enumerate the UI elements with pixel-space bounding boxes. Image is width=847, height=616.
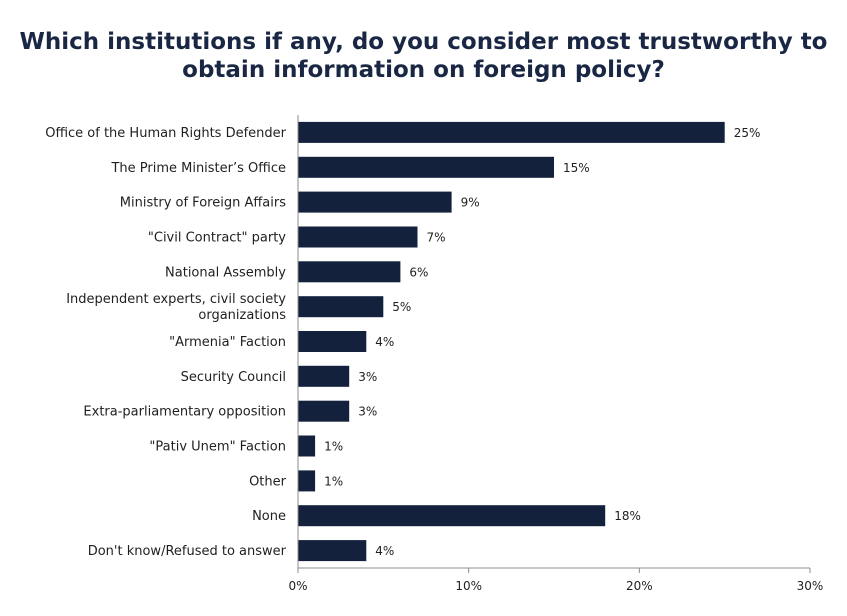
bar-9: [298, 435, 316, 457]
value-label-2: 9%: [461, 196, 480, 210]
category-label-7: Security Council: [181, 370, 286, 385]
bar-7: [298, 365, 350, 387]
category-label-5-line-1: organizations: [198, 308, 286, 323]
value-label-10: 1%: [324, 474, 343, 488]
category-label-3: "Civil Contract" party: [148, 231, 286, 246]
bar-2: [298, 191, 452, 213]
bar-3: [298, 226, 418, 248]
category-label-4: National Assembly: [165, 265, 286, 280]
value-label-5: 5%: [392, 300, 411, 314]
category-label-8: Extra-parliamentary opposition: [83, 405, 286, 420]
value-label-3: 7%: [427, 231, 446, 245]
chart-title-line-2: obtain information on foreign policy?: [182, 57, 665, 83]
value-label-9: 1%: [324, 440, 343, 454]
category-label-6: "Armenia" Faction: [169, 335, 286, 350]
bar-10: [298, 470, 316, 492]
x-tick-label-1: 10%: [455, 579, 482, 593]
value-label-7: 3%: [358, 370, 377, 384]
bar-1: [298, 156, 554, 178]
value-label-11: 18%: [614, 509, 641, 523]
category-label-1: The Prime Minister’s Office: [110, 161, 286, 176]
category-label-10: Other: [249, 474, 287, 489]
value-label-8: 3%: [358, 405, 377, 419]
category-label-9: "Pativ Unem" Faction: [149, 440, 286, 455]
bar-5: [298, 296, 384, 318]
chart-title: Which institutions if any, do you consid…: [0, 28, 847, 84]
category-label-5-line-0: Independent experts, civil society: [66, 292, 286, 307]
x-tick-label-2: 20%: [626, 579, 653, 593]
x-tick-label-3: 30%: [797, 579, 824, 593]
value-label-1: 15%: [563, 161, 590, 175]
bar-8: [298, 400, 350, 422]
bar-0: [298, 121, 725, 143]
category-label-11: None: [252, 509, 286, 524]
bar-12: [298, 540, 367, 562]
bar-4: [298, 261, 401, 283]
bar-11: [298, 505, 606, 527]
x-tick-label-0: 0%: [288, 579, 307, 593]
value-label-12: 4%: [375, 544, 394, 558]
value-label-6: 4%: [375, 335, 394, 349]
category-label-2: Ministry of Foreign Affairs: [120, 196, 286, 211]
category-label-12: Don't know/Refused to answer: [88, 544, 287, 559]
chart-title-line-1: Which institutions if any, do you consid…: [19, 29, 828, 55]
value-label-4: 6%: [409, 265, 428, 279]
value-label-0: 25%: [734, 126, 761, 140]
category-label-0: Office of the Human Rights Defender: [45, 126, 286, 141]
bar-6: [298, 331, 367, 352]
